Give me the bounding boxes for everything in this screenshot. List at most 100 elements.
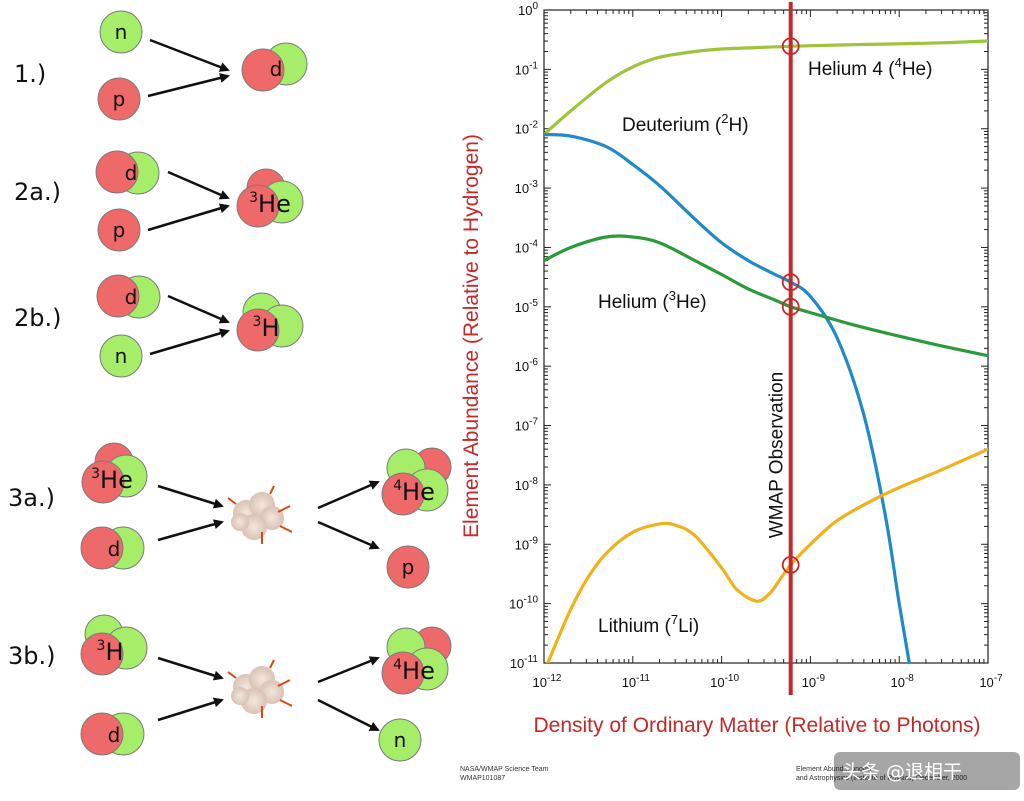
- credit-right-2: and Astrophysics (Institute of Physics) …: [796, 775, 967, 782]
- particle-label: n: [115, 20, 128, 44]
- step-label-3b: 3b.): [8, 642, 56, 670]
- series-labels: Helium 4 (4He) Deuterium (2H) Helium (3He)…: [598, 55, 932, 637]
- step-label-1: 1.): [14, 60, 46, 88]
- y-tick-label: 10-7: [515, 417, 539, 434]
- y-tick-label: 10-1: [515, 60, 539, 77]
- step-label-2a: 2a.): [14, 178, 61, 206]
- abundance-chart: 10-12 10-11 10-10 10-9 10-8 10-7 100 10-1 10-2 10…: [460, 1, 1003, 737]
- x-tick-label: 10-11: [622, 673, 651, 690]
- deuteron-nucleus: d: [80, 526, 145, 570]
- element-symbol: He: [100, 466, 133, 494]
- mass-number: 3: [253, 314, 262, 330]
- nucleus-label: 3He: [249, 190, 291, 218]
- proton-particle: p: [386, 545, 430, 589]
- y-tick-label: 10-3: [515, 179, 539, 196]
- watermark-text: 头条 @退相干: [842, 761, 962, 783]
- arrow: [147, 73, 230, 98]
- step-label-2b: 2b.): [14, 304, 62, 332]
- arrow: [157, 656, 224, 681]
- y-tick-label: 100: [518, 1, 538, 18]
- particle-label: n: [394, 728, 407, 752]
- wmap-observation-label: WMAP Observation: [767, 372, 788, 538]
- proton-particle: p: [97, 208, 141, 252]
- element-symbol: He: [258, 190, 291, 218]
- series-line-lithium-7: [546, 447, 988, 663]
- y-tick-label: 10-9: [515, 535, 539, 552]
- series-line-deuterium: [544, 132, 911, 663]
- nucleus-label: d: [125, 161, 138, 185]
- reaction-1: 1.) n p d: [14, 10, 308, 121]
- arrow: [317, 656, 380, 684]
- reaction-3a: 3a.) 3He d: [8, 442, 452, 589]
- collision-burst-icon: [227, 485, 293, 544]
- element-symbol: H: [261, 314, 279, 342]
- axis-ticks: 10-12 10-11 10-10 10-9 10-8 10-7 100 10-1 10-2 10…: [509, 1, 1003, 690]
- series-label-helium-3: Helium (3He): [598, 288, 707, 313]
- nucleus-label: d: [270, 57, 283, 81]
- helium4-nucleus: 4He: [381, 447, 452, 516]
- credit-right-1: Element Abund... onomy: [796, 766, 873, 773]
- arrow: [147, 203, 230, 232]
- credit-left-1: NASA/WMAP Science Team: [460, 766, 549, 773]
- series-lines: [544, 39, 988, 663]
- helium3-nucleus: 3He: [236, 168, 304, 228]
- wmap-observation: WMAP Observation: [767, 2, 800, 695]
- reaction-2a: 2a.) d p 3He: [14, 150, 304, 252]
- particle-label: p: [113, 218, 126, 242]
- neutron-particle: n: [99, 334, 143, 378]
- particle-label: p: [113, 87, 126, 111]
- arrow: [317, 480, 380, 510]
- deuteron-nucleus: d: [95, 150, 160, 195]
- series-line-helium-4: [544, 39, 988, 137]
- deuteron-nucleus: d: [96, 274, 161, 319]
- reaction-2b: 2b.) d n 3H: [14, 274, 304, 378]
- y-tick-label: 10-2: [515, 120, 539, 137]
- credits: NASA/WMAP Science Team WMAP101087 Elemen…: [460, 766, 967, 782]
- y-tick-label: 10-6: [515, 357, 539, 374]
- series-label-deuterium: Deuterium (2H): [622, 111, 749, 136]
- nucleus-label: d: [108, 723, 121, 747]
- neutron-particle: n: [99, 10, 143, 54]
- nucleus-label: 3He: [91, 466, 133, 494]
- arrow: [149, 328, 230, 356]
- nucleus-label: d: [108, 537, 121, 561]
- x-tick-label: 10-12: [533, 673, 562, 690]
- nucleus-label: 4He: [393, 657, 435, 685]
- particle-label: n: [115, 344, 128, 368]
- deuteron-nucleus: d: [241, 42, 308, 92]
- y-tick-label: 10-11: [510, 654, 539, 671]
- x-tick-label: 10-7: [979, 673, 1003, 690]
- arrow: [317, 698, 380, 732]
- nucleus-label: 3H: [253, 314, 280, 342]
- reaction-3b: 3b.) 3H d: [8, 614, 452, 762]
- y-tick-label: 10-5: [515, 298, 539, 315]
- y-tick-label: 10-8: [515, 476, 539, 493]
- mass-number: 3: [97, 638, 106, 654]
- x-tick-label: 10-8: [891, 673, 915, 690]
- element-symbol: H: [105, 638, 123, 666]
- x-tick-label: 10-9: [802, 673, 826, 690]
- watermark: 头条 @退相干: [834, 752, 1020, 790]
- arrow: [149, 38, 230, 72]
- mass-number: 3: [91, 466, 100, 482]
- mass-number: 3: [249, 190, 258, 206]
- element-symbol: He: [402, 657, 435, 685]
- series-line-helium-3: [544, 234, 988, 358]
- arrow: [317, 520, 380, 550]
- nucleus-label: 4He: [393, 478, 435, 506]
- plot-frame: [543, 9, 989, 664]
- observation-marker: [781, 37, 800, 56]
- x-tick-label: 10-10: [710, 673, 739, 690]
- y-tick-label: 10-4: [515, 238, 539, 255]
- arrow: [167, 294, 230, 324]
- y-axis-title: Element Abundance (Relative to Hydrogen): [460, 134, 483, 538]
- mass-number: 4: [393, 657, 402, 673]
- observation-marker: [781, 555, 800, 574]
- series-label-helium-4: Helium 4 (4He): [808, 55, 932, 80]
- collision-burst-icon: [227, 659, 293, 718]
- particle-label: p: [402, 555, 415, 579]
- arrow: [167, 170, 230, 200]
- arrow: [157, 484, 224, 509]
- nucleus-label: d: [125, 285, 138, 309]
